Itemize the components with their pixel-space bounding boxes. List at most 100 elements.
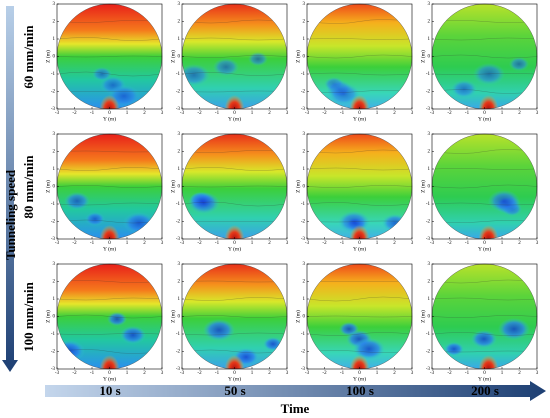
hot-region [349, 225, 370, 239]
y-tick-label: -1 [301, 332, 306, 337]
x-tick-label: 3 [286, 371, 289, 376]
x-axis-label: Y (m) [228, 115, 241, 122]
contour-line [307, 149, 412, 154]
cold-region [64, 192, 90, 210]
row-label: 80 mm/min [21, 155, 36, 219]
panel: -3 -2 -1 0 1 2 3 -3 -2 -1 0 1 2 3 Y (m) Z (m) [169, 132, 288, 252]
x-tick-label: -3 [180, 111, 185, 116]
y-tick-label: -2 [176, 90, 181, 95]
y-tick-label: 3 [303, 262, 306, 267]
x-tick-label: -2 [322, 111, 327, 116]
x-tick-label: -1 [340, 111, 345, 116]
cold-region [213, 58, 239, 76]
contour-line [307, 185, 412, 188]
x-tick-label: 3 [411, 241, 414, 246]
contour-line [307, 72, 412, 76]
panel: -3 -2 -1 0 1 2 3 -3 -2 -1 0 1 2 3 Y (m) Z (m) [169, 2, 289, 122]
x-axis-label: Y (m) [103, 115, 116, 122]
contour-line [57, 55, 162, 58]
row-label: 60 mm/min [21, 25, 36, 89]
y-tick-label: -1 [426, 202, 431, 207]
y-tick-label: -3 [176, 367, 181, 372]
y-tick-label: 0 [428, 185, 431, 190]
contour-field [182, 264, 287, 369]
x-tick-label: -2 [72, 241, 77, 246]
hot-region [349, 355, 370, 369]
y-tick-label: 1 [428, 167, 431, 172]
y-axis-label: Z (m) [44, 310, 51, 323]
y-axis-label: Z (m) [294, 180, 301, 193]
x-tick-label: 3 [161, 371, 164, 376]
x-tick-label: 0 [108, 371, 111, 376]
cold-region [444, 342, 464, 356]
y-tick-label: 0 [53, 185, 56, 190]
contour-line [182, 332, 287, 336]
y-tick-label: -1 [426, 332, 431, 337]
y-tick-label: -2 [426, 90, 431, 95]
column-label: 50 s [224, 383, 245, 398]
x-tick-label: -3 [305, 371, 310, 376]
y-tick-label: 3 [53, 132, 56, 137]
y-tick-label: -1 [176, 202, 181, 207]
cold-region [509, 57, 529, 71]
y-axis-label: Z (m) [169, 180, 176, 193]
y-tick-label: -3 [426, 367, 431, 372]
x-tick-label: -1 [465, 111, 470, 116]
x-tick-label: -2 [447, 241, 452, 246]
contour-line [307, 167, 412, 171]
x-tick-label: 2 [268, 111, 271, 116]
y-tick-label: 3 [428, 2, 431, 7]
cold-region [188, 192, 220, 214]
y-tick-label: -1 [51, 202, 56, 207]
contour-line [57, 314, 162, 319]
contour-line [182, 150, 287, 153]
x-axis-label: Y (m) [103, 375, 116, 382]
x-tick-label: -3 [180, 241, 185, 246]
y-tick-label: 1 [53, 167, 56, 172]
x-tick-label: 3 [411, 371, 414, 376]
contour-line [182, 315, 287, 318]
panel: -3 -2 -1 0 1 2 3 -3 -2 -1 0 1 2 3 Y (m) Z (m) [44, 262, 164, 382]
contour-line [57, 202, 162, 206]
y-tick-label: 0 [428, 315, 431, 320]
contour-field [182, 4, 287, 109]
contour-line [57, 185, 162, 188]
x-tick-label: 0 [108, 241, 111, 246]
y-tick-label: -3 [426, 237, 431, 242]
y-tick-label: 2 [303, 20, 306, 25]
panel: -3 -2 -1 0 1 2 3 -3 -2 -1 0 1 2 3 Y (m) Z (m) [44, 2, 164, 122]
panel: -3 -2 -1 0 1 2 3 -3 -2 -1 0 1 2 3 Y (m) Z (m) [294, 262, 414, 382]
x-tick-label: 0 [358, 241, 361, 246]
x-tick-label: 3 [286, 111, 289, 116]
contour-field [432, 134, 537, 239]
x-tick-label: 3 [161, 111, 164, 116]
x-tick-label: 2 [143, 371, 146, 376]
x-tick-label: -3 [430, 111, 435, 116]
contour-field [57, 134, 162, 239]
x-tick-label: -1 [465, 371, 470, 376]
contour-line [182, 167, 287, 171]
hot-region [99, 225, 120, 239]
speed-arrow [2, 6, 18, 372]
y-axis-label: Z (m) [44, 180, 51, 193]
contour-line [307, 332, 412, 336]
x-axis-label: Y (m) [228, 245, 241, 252]
contour-line [432, 332, 537, 336]
contour-line [307, 54, 412, 59]
panel: -3 -2 -1 0 1 2 3 -3 -2 -1 0 1 2 3 Y (m) Z (m) [44, 132, 163, 252]
y-tick-label: 1 [53, 37, 56, 42]
y-tick-label: 0 [53, 55, 56, 60]
y-tick-label: 2 [428, 150, 431, 155]
x-tick-label: -1 [215, 371, 220, 376]
x-tick-label: 0 [483, 111, 486, 116]
contour-line [182, 297, 287, 301]
y-axis-label: Z (m) [419, 50, 426, 63]
column-label: 10 s [99, 383, 120, 398]
x-tick-label: -1 [340, 371, 345, 376]
column-label: 200 s [471, 383, 499, 398]
y-tick-label: -3 [301, 367, 306, 372]
contour-line [432, 168, 537, 170]
x-tick-label: 0 [358, 111, 361, 116]
cold-region [248, 52, 268, 66]
cold-region [471, 330, 497, 348]
